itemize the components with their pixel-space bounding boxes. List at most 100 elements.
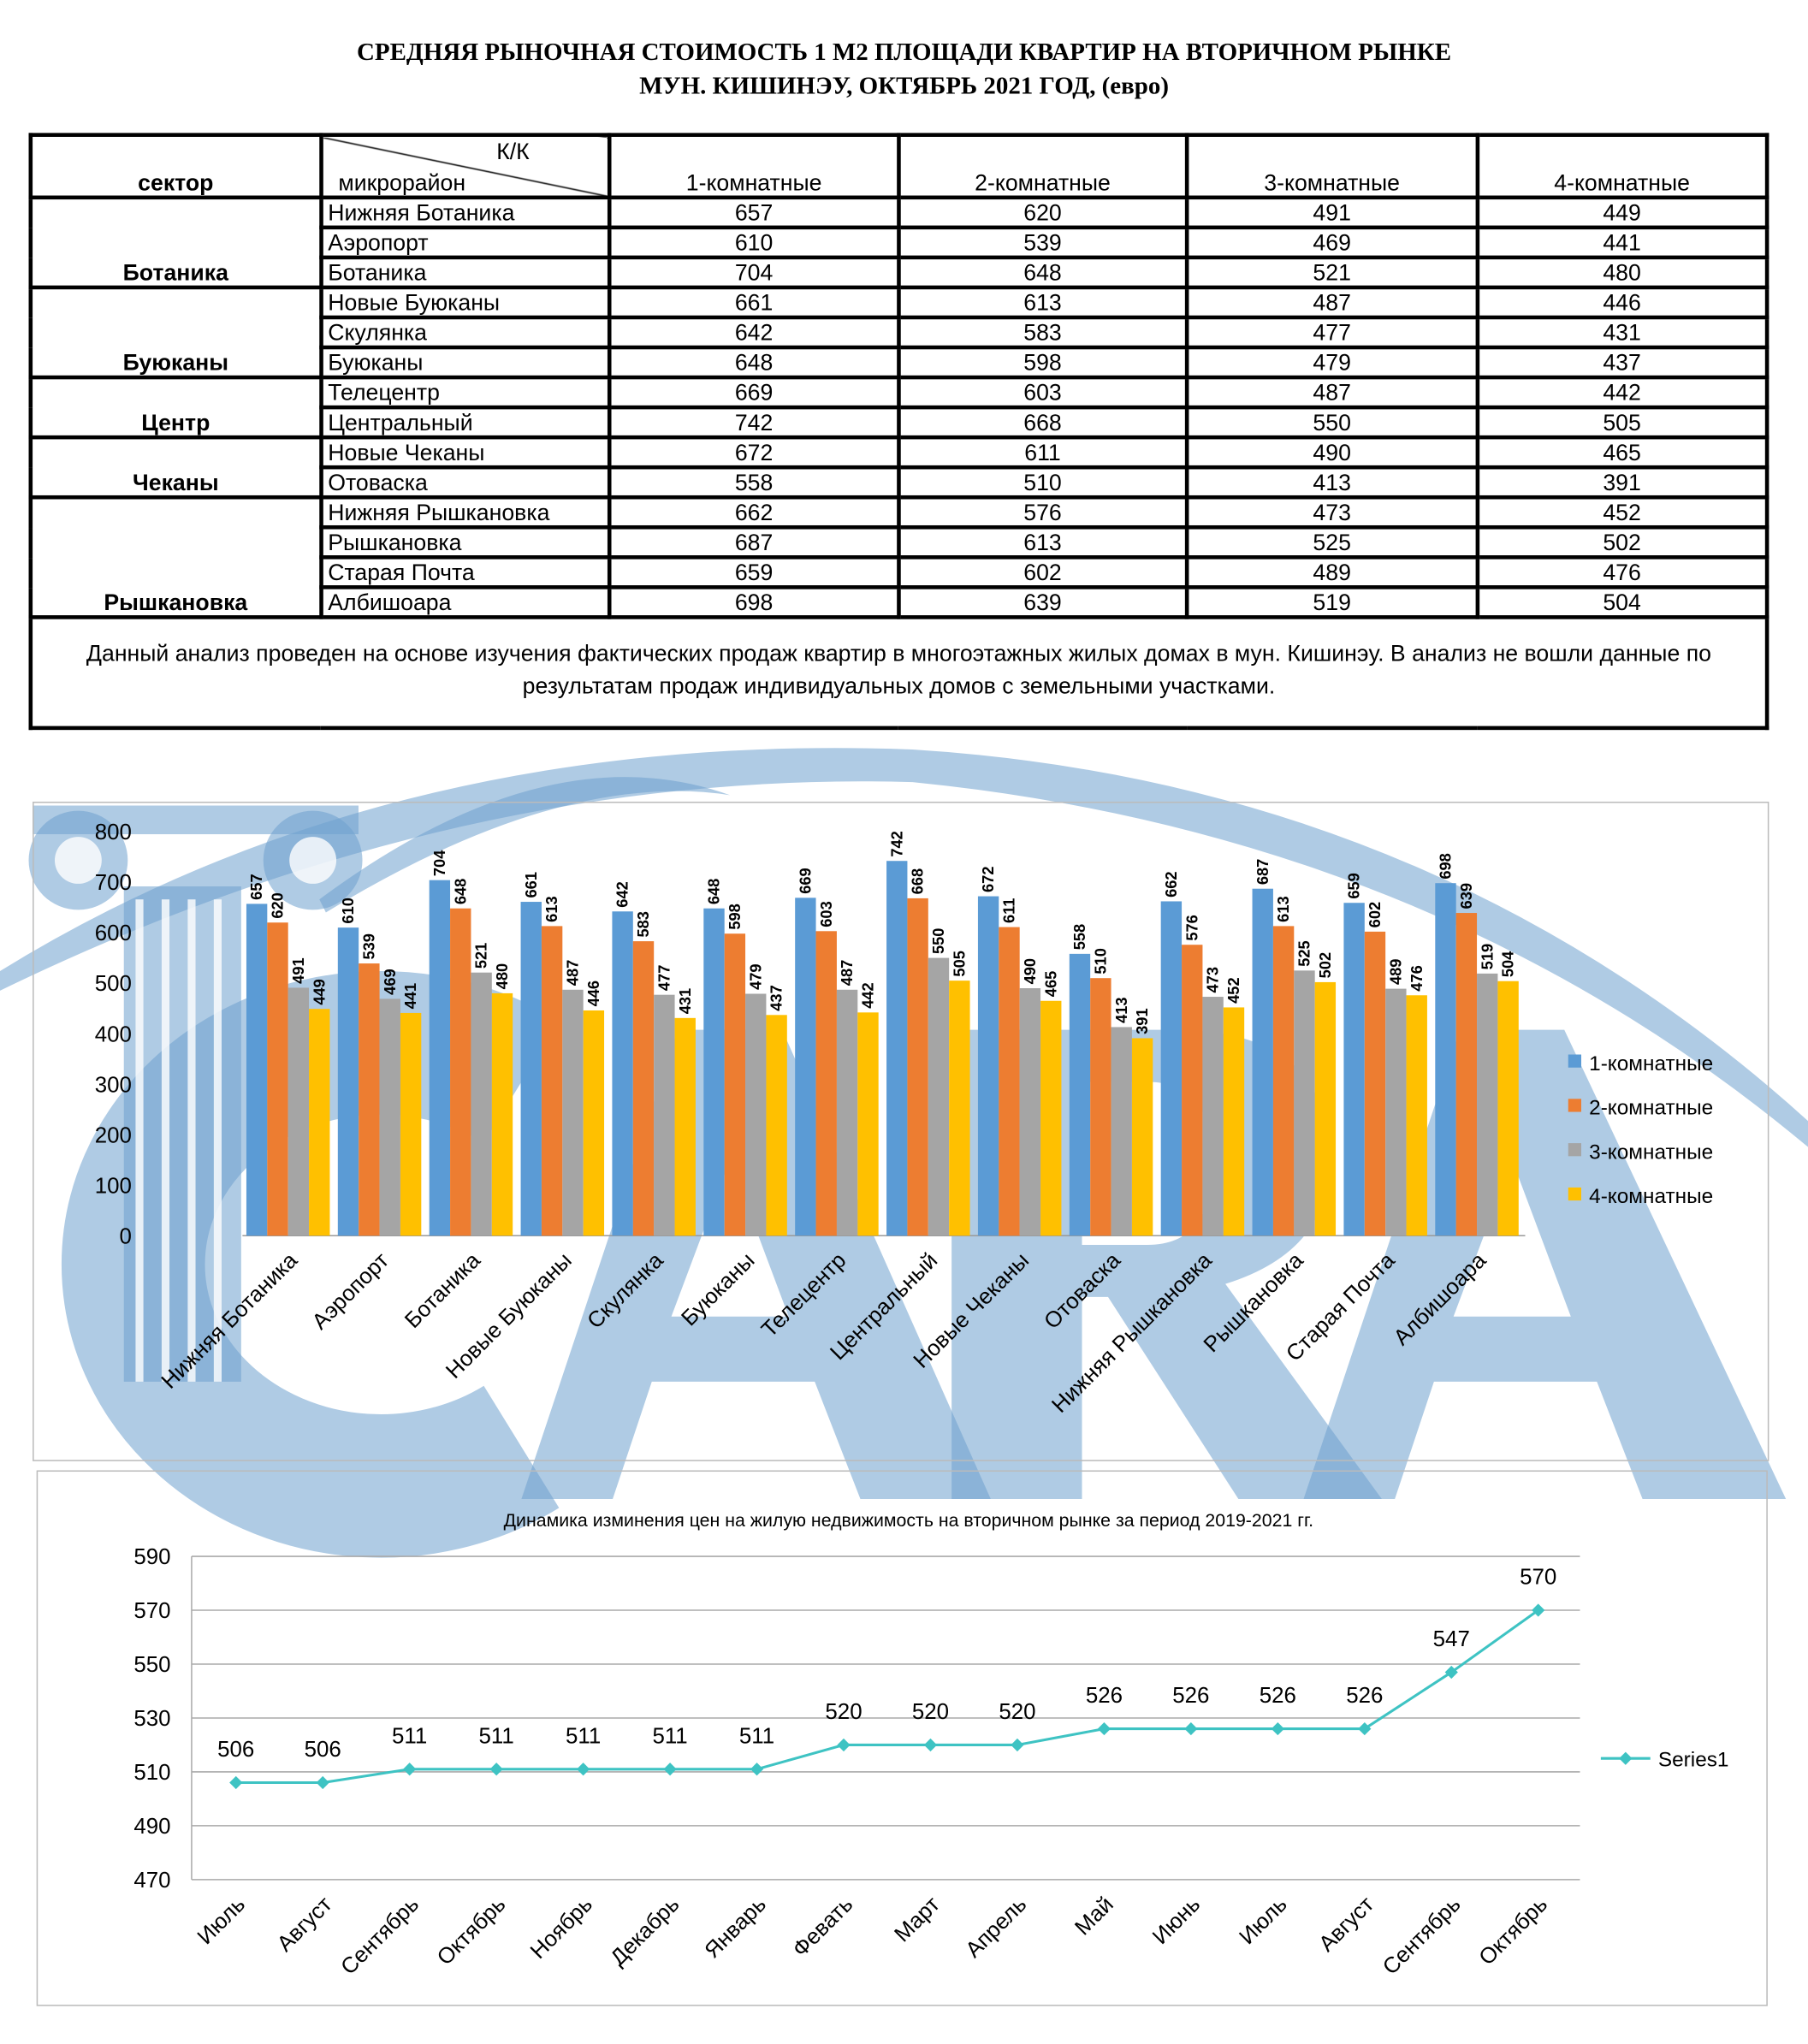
bar-value-label: 662 <box>1162 871 1180 897</box>
data-label: 511 <box>652 1724 687 1748</box>
value-cell: 611 <box>896 435 1189 470</box>
bar-3 <box>379 998 400 1236</box>
value-cell: 648 <box>608 345 901 380</box>
value-cell: 441 <box>1474 225 1769 260</box>
y-tick-label: 400 <box>95 1022 132 1046</box>
data-label: 570 <box>1520 1566 1556 1590</box>
data-label: 511 <box>479 1724 514 1748</box>
bar-4 <box>1314 981 1337 1236</box>
title-line-1: СРЕДНЯЯ РЫНОЧНАЯ СТОИМОСТЬ 1 М2 ПЛОЩАДИ … <box>357 39 1452 67</box>
value-cell: 613 <box>896 524 1189 560</box>
x-tick-label: Август <box>1314 1893 1378 1957</box>
y-tick-label: 800 <box>95 821 132 844</box>
bar-value-label: 598 <box>726 904 744 929</box>
table-row: Старая Почта 659 602 489 476 <box>31 555 1769 590</box>
value-cell: 648 <box>896 255 1189 290</box>
legend-label: 3-комнатные <box>1589 1140 1713 1164</box>
table-header: сектор К/К микрорайон 1-комнатные 2-комнатны… <box>28 133 1769 200</box>
value-cell: 550 <box>1184 405 1479 440</box>
bar-value-label: 672 <box>979 867 997 892</box>
data-point <box>663 1763 677 1776</box>
bar-value-label: 431 <box>676 988 694 1014</box>
bar-3 <box>1294 970 1315 1236</box>
district-cell: Телецентр <box>318 375 612 410</box>
price-table: сектор К/К микрорайон 1-комнатные 2-комнатны… <box>28 133 1769 731</box>
y-tick-label: 570 <box>133 1599 170 1623</box>
bar-2 <box>359 963 380 1236</box>
x-tick-label: Ноябрь <box>526 1893 597 1964</box>
value-cell: 505 <box>1474 405 1769 440</box>
bar-value-label: 452 <box>1224 977 1242 1003</box>
bar-value-label: 446 <box>584 981 602 1006</box>
value-cell: 473 <box>1184 495 1479 530</box>
y-tick-label: 500 <box>95 972 132 996</box>
value-cell: 525 <box>1184 524 1479 560</box>
bar-value-label: 642 <box>614 881 631 907</box>
y-tick-label: 590 <box>133 1545 170 1569</box>
x-tick-label: Май <box>1070 1893 1118 1940</box>
bar-3 <box>1385 988 1407 1236</box>
bar-value-label: 659 <box>1345 873 1363 898</box>
bar-value-label: 505 <box>950 951 968 976</box>
data-label: 526 <box>1346 1684 1383 1708</box>
value-cell: 661 <box>608 285 901 320</box>
value-cell: 657 <box>608 195 901 230</box>
district-cell: Новые Буюканы <box>318 285 612 320</box>
bar-1 <box>1160 901 1183 1236</box>
data-point <box>750 1763 764 1776</box>
bar-3 <box>288 987 310 1236</box>
bar-1 <box>520 902 542 1236</box>
value-cell: 613 <box>896 285 1189 320</box>
bar-value-label: 558 <box>1070 924 1088 950</box>
data-label: 526 <box>1086 1684 1123 1708</box>
bar-3 <box>1019 988 1041 1236</box>
x-tick-label: Апрель <box>962 1893 1032 1963</box>
bar-value-label: 613 <box>1274 896 1292 921</box>
data-label: 547 <box>1433 1627 1470 1651</box>
header-kk-district: К/К микрорайон <box>318 133 612 200</box>
sector-cell: Центр <box>28 375 323 440</box>
bar-1 <box>886 861 908 1236</box>
bar-value-label: 603 <box>817 901 835 927</box>
data-point <box>1184 1721 1198 1736</box>
data-point <box>1097 1721 1111 1736</box>
bar-2 <box>1364 931 1386 1236</box>
bar-4 <box>766 1015 787 1236</box>
bar-value-label: 473 <box>1204 967 1222 992</box>
bar-value-label: 742 <box>887 831 905 856</box>
data-label: 511 <box>739 1724 774 1748</box>
legend-label: Series1 <box>1658 1748 1729 1771</box>
bar-3 <box>745 993 767 1236</box>
value-cell: 603 <box>896 375 1189 410</box>
district-cell: Центральный <box>318 405 612 440</box>
value-cell: 489 <box>1184 555 1479 590</box>
value-cell: 491 <box>1184 195 1479 230</box>
data-label: 520 <box>912 1700 949 1724</box>
value-cell: 391 <box>1474 465 1769 500</box>
legend-label: 1-комнатные <box>1589 1052 1713 1075</box>
value-cell: 479 <box>1184 345 1479 380</box>
table-row: Ботаника Нижняя Ботаника 657 620 491 449 <box>28 195 1769 290</box>
y-tick-label: 470 <box>133 1869 170 1893</box>
y-tick-label: 200 <box>95 1123 132 1147</box>
bar-value-label: 437 <box>768 985 785 1010</box>
bar-4 <box>1406 995 1427 1236</box>
header-col-1: 1-комнатные <box>608 133 901 200</box>
x-tick-label: Июль <box>1235 1893 1291 1949</box>
bar-value-label: 613 <box>542 896 560 921</box>
y-tick-label: 490 <box>133 1815 170 1839</box>
bar-chart-frame <box>33 801 1769 1461</box>
bar-value-label: 639 <box>1457 883 1475 909</box>
value-cell: 487 <box>1184 285 1479 320</box>
value-cell: 704 <box>608 255 901 290</box>
bar-1 <box>795 898 816 1236</box>
data-point <box>1358 1721 1372 1736</box>
x-tick-label: Февать <box>788 1893 857 1962</box>
y-tick-label: 100 <box>95 1174 132 1198</box>
data-label: 511 <box>392 1724 427 1748</box>
x-tick-label: Октябрь <box>1474 1893 1552 1970</box>
district-cell: Албишоара <box>318 585 612 619</box>
bar-value-label: 442 <box>859 982 877 1008</box>
value-cell: 490 <box>1184 435 1479 470</box>
bar-3 <box>1111 1027 1132 1236</box>
